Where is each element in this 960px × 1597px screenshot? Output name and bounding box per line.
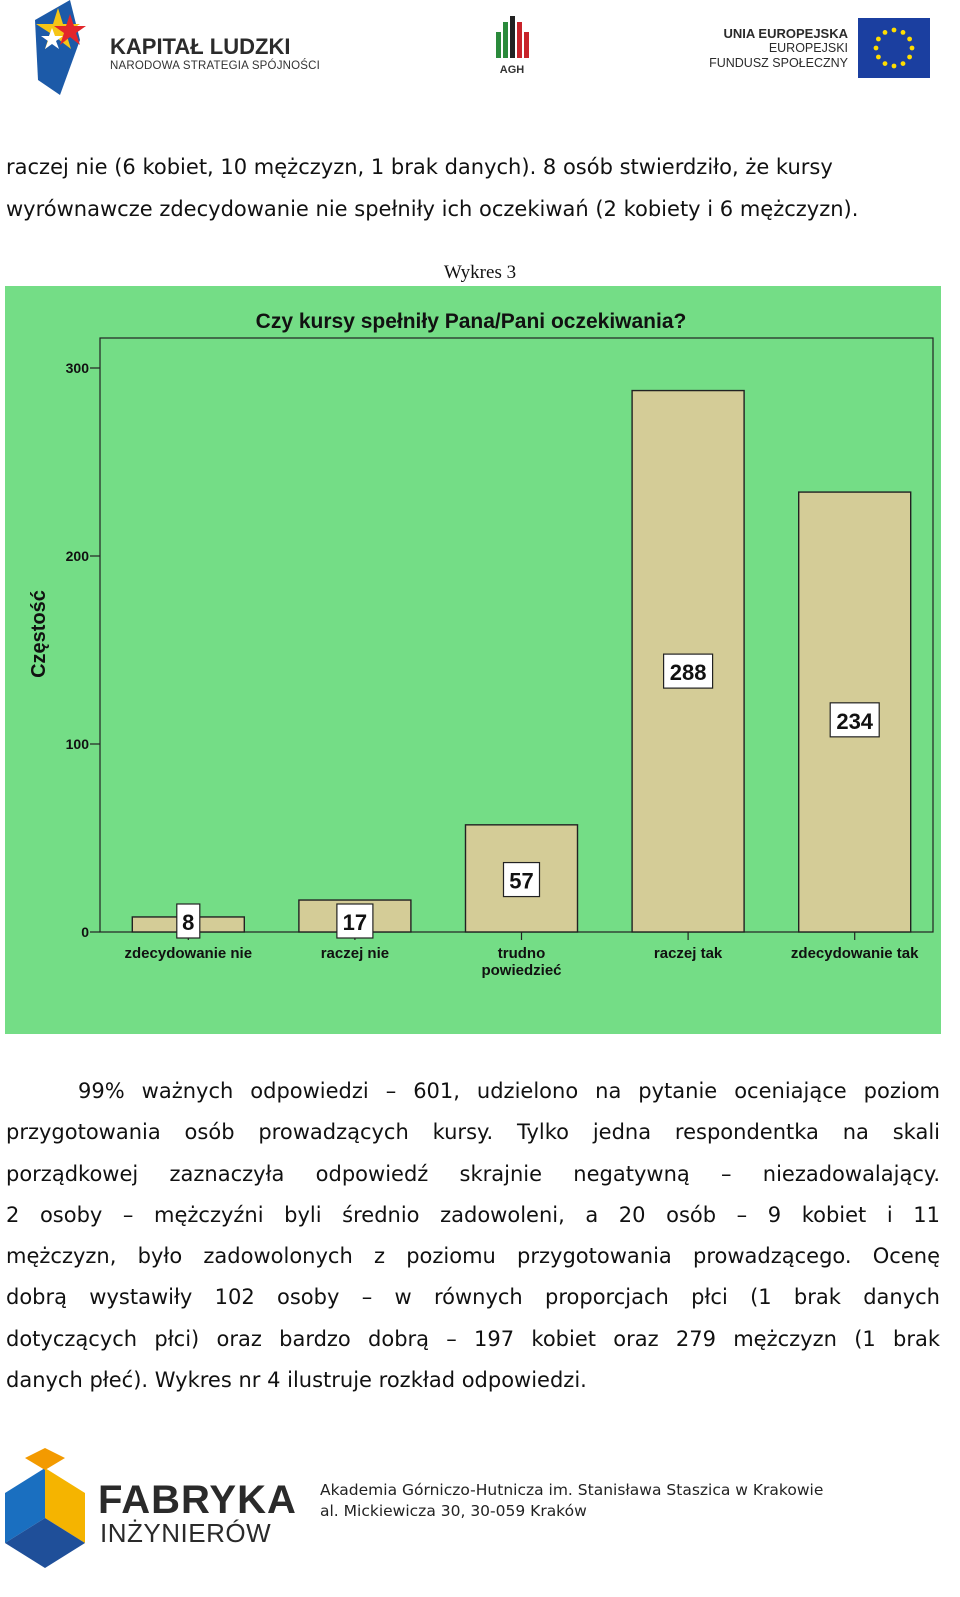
x-tick-label: powiedzieć xyxy=(481,962,561,979)
x-tick-label: zdecydowanie nie xyxy=(125,945,253,962)
eu-star-icon xyxy=(891,63,897,69)
data-label-box xyxy=(829,702,880,738)
address-line-1: Akademia Górniczo-Hutnicza im. Stanisław… xyxy=(320,1481,824,1499)
chart-title: Czy kursy spełniły Pana/Pani oczekiwania… xyxy=(256,310,687,333)
y-axis-label: Częstość xyxy=(28,590,50,678)
page-footer: FABRYKA INŻYNIERÓW Akademia Górniczo-Hut… xyxy=(0,1440,960,1597)
body-line: 2 osoby – mężczyźni byli średnio zadowol… xyxy=(6,1202,940,1227)
agh-emblem-icon xyxy=(496,16,529,58)
kapital-ludzki-title: KAPITAŁ LUDZKI xyxy=(110,34,291,59)
body-line: danych płeć). Wykres nr 4 ilustruje rozk… xyxy=(6,1368,587,1393)
x-tick-label: raczej nie xyxy=(321,945,389,962)
eu-star-icon xyxy=(900,30,906,35)
data-label: 17 xyxy=(343,910,367,935)
eu-flag-icon xyxy=(858,18,930,78)
intro-line: raczej nie (6 kobiet, 10 mężczyzn, 1 bra… xyxy=(6,155,833,179)
y-tick-label: 200 xyxy=(66,548,90,564)
y-tick-label: 300 xyxy=(66,360,90,376)
data-label: 57 xyxy=(509,869,533,894)
data-label: 8 xyxy=(182,910,194,935)
eu-line-1: UNIA EUROPEJSKA xyxy=(723,26,848,41)
eu-line-3: FUNDUSZ SPOŁECZNY xyxy=(709,56,848,70)
eu-text: UNIA EUROPEJSKA EUROPEJSKI FUNDUSZ SPOŁE… xyxy=(709,26,848,71)
eu-star-icon xyxy=(907,36,912,42)
footer-address: Akademia Górniczo-Hutnicza im. Stanisław… xyxy=(320,1480,823,1522)
kapital-ludzki-subtitle: NARODOWA STRATEGIA SPÓJNOŚCI xyxy=(110,60,321,72)
eu-logo: UNIA EUROPEJSKA EUROPEJSKI FUNDUSZ SPOŁE… xyxy=(700,16,940,80)
kapital-ludzki-star-icon xyxy=(35,0,86,95)
data-label-box xyxy=(176,903,201,939)
data-label: 234 xyxy=(836,709,873,734)
fabryka-inzynierow-cube-icon xyxy=(5,1448,85,1568)
x-tick-label: zdecydowanie tak xyxy=(791,945,919,962)
intro-line: wyrównawcze zdecydowanie nie spełniły ic… xyxy=(6,197,859,221)
figure-label: Wykres 3 xyxy=(443,262,517,283)
intro-paragraph: raczej nie (6 kobiet, 10 mężczyzn, 1 bra… xyxy=(6,146,940,230)
body-line: mężczyzn, było zadowolonych z poziomu pr… xyxy=(6,1244,940,1269)
eu-star-icon xyxy=(882,61,888,66)
eu-star-icon xyxy=(876,54,881,60)
address-line-2: al. Mickiewicza 30, 30-059 Kraków xyxy=(320,1502,587,1520)
body-line: dobrą wystawiły 102 osoby – w równych pr… xyxy=(6,1285,940,1310)
body-line: przygotowania osób prowadzących kursy. T… xyxy=(6,1120,940,1145)
agh-label: AGH xyxy=(499,64,525,76)
inzynierow-logo-text: INŻYNIERÓW xyxy=(100,1518,272,1548)
page-header: KAPITAŁ LUDZKI NARODOWA STRATEGIA SPÓJNO… xyxy=(0,0,960,105)
data-label-box xyxy=(502,861,541,898)
kapital-ludzki-logo: KAPITAŁ LUDZKI NARODOWA STRATEGIA SPÓJNO… xyxy=(30,0,330,100)
eu-star-icon xyxy=(882,30,888,35)
eu-star-icon xyxy=(900,61,906,66)
agh-logo: AGH xyxy=(492,14,532,80)
body-line: 99% ważnych odpowiedzi – 601, udzielono … xyxy=(78,1079,940,1103)
x-tick-label: raczej tak xyxy=(654,945,723,962)
data-label-box xyxy=(336,903,374,939)
eu-star-icon xyxy=(891,27,897,33)
body-paragraph: 99% ważnych odpowiedzi – 601, udzielono … xyxy=(6,1071,940,1401)
y-tick-label: 0 xyxy=(81,924,89,940)
eu-line-2: EUROPEJSKI xyxy=(768,41,848,55)
bar-chart: Czy kursy spełniły Pana/Pani oczekiwania… xyxy=(5,286,941,1034)
data-label-box xyxy=(662,653,714,689)
eu-star-icon xyxy=(907,54,912,60)
chart-canvas: Czy kursy spełniły Pana/Pani oczekiwania… xyxy=(28,310,934,979)
x-tick-label: trudno xyxy=(498,945,545,962)
data-label: 288 xyxy=(670,660,707,685)
body-line: dotyczących płci) oraz bardzo dobrą – 19… xyxy=(6,1326,940,1351)
y-tick-label: 100 xyxy=(66,736,90,752)
body-line: porządkowej zaznaczyła odpowiedź skrajni… xyxy=(6,1161,940,1186)
eu-star-icon xyxy=(876,36,881,42)
eu-star-icon xyxy=(909,45,915,51)
fabryka-logo-text: FABRYKA xyxy=(98,1478,297,1522)
eu-star-icon xyxy=(873,45,879,51)
